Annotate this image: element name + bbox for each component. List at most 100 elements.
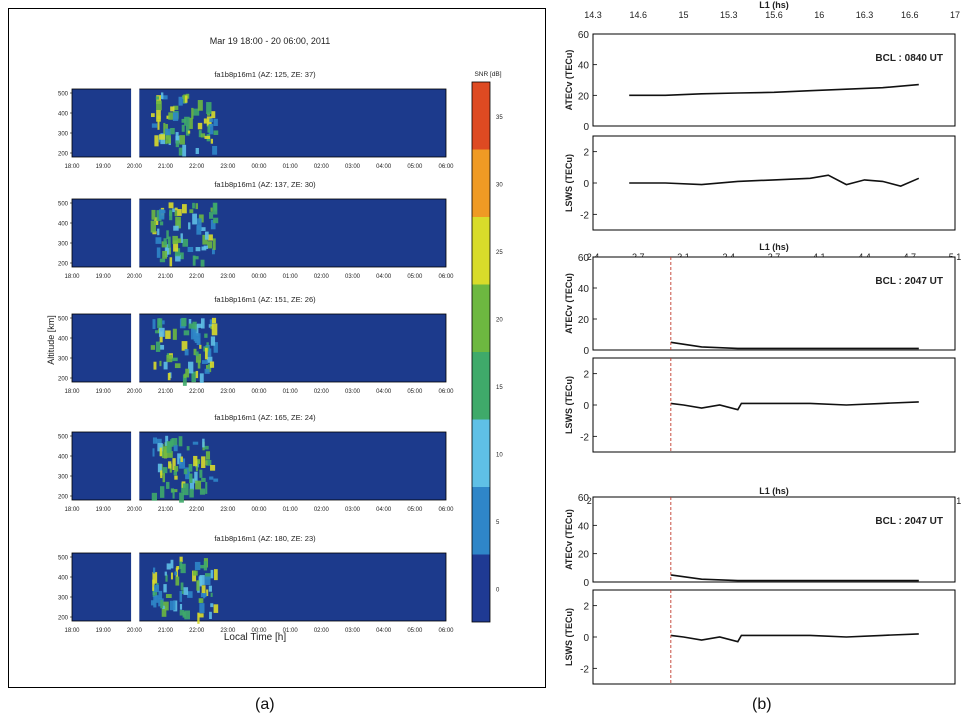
irregularity-patch (178, 147, 183, 156)
top-axis-tick-label: 15.3 (720, 10, 738, 20)
x-tick-label: 06:00 (438, 164, 454, 170)
irregularity-patch (159, 209, 165, 220)
y-tick-label: 20 (578, 91, 590, 102)
irregularity-patch (163, 361, 168, 370)
top-axis-tick-label: 14.6 (629, 10, 647, 20)
irregularity-patch (151, 209, 156, 220)
y-tick-label: 500 (58, 435, 69, 441)
irregularity-patch (157, 120, 160, 130)
irregularity-patch (199, 488, 206, 495)
irregularity-patch (159, 258, 166, 263)
irregularity-patch (168, 112, 174, 120)
x-tick-label: 20:00 (127, 164, 143, 170)
x-tick-label: 02:00 (314, 164, 330, 170)
y-tick-label: 40 (578, 61, 590, 72)
irregularity-patch (209, 118, 214, 123)
irregularity-patch (203, 561, 208, 571)
irregularity-patch (191, 107, 194, 119)
y-tick-label: 400 (58, 455, 69, 461)
irregularity-patch (162, 472, 166, 483)
irregularity-patch (155, 438, 162, 444)
y-tick-label: 300 (58, 357, 69, 363)
irregularity-patch (180, 456, 183, 463)
irregularity-patch (179, 492, 184, 503)
irregularity-patch (182, 238, 189, 247)
irregularity-patch (181, 590, 184, 595)
irregularity-patch (202, 234, 208, 245)
y-tick-label: 40 (578, 521, 590, 532)
irregularity-patch (174, 465, 179, 472)
x-tick-label: 04:00 (376, 628, 392, 634)
irregularity-patch (177, 238, 182, 243)
irregularity-patch (210, 138, 214, 144)
lower-series-line (629, 174, 920, 187)
colorbar-segment (472, 284, 490, 352)
station-label: BCL : 2047 UT (875, 276, 943, 287)
irregularity-patch (161, 606, 167, 617)
irregularity-patch (182, 144, 187, 157)
irregularity-patch (211, 111, 216, 119)
irregularity-patch (159, 486, 165, 498)
y-tick-label: 400 (58, 222, 69, 228)
irregularity-patch (210, 219, 216, 230)
data-gap (131, 552, 140, 622)
irregularity-patch (169, 257, 173, 267)
irregularity-patch (210, 592, 213, 597)
irregularity-patch (165, 435, 169, 446)
irregularity-patch (188, 319, 192, 325)
irregularity-patch (164, 571, 167, 576)
irregularity-patch (160, 470, 163, 479)
irregularity-patch (206, 364, 212, 373)
x-tick-label: 00:00 (251, 164, 267, 170)
colorbar-frame (471, 81, 491, 623)
irregularity-patch (166, 354, 173, 363)
irregularity-patch (211, 317, 217, 324)
irregularity-patch (173, 105, 179, 110)
x-tick-label: 02:00 (314, 628, 330, 634)
x-tick-label: 21:00 (158, 164, 174, 170)
irregularity-patch (167, 451, 173, 458)
data-gap (131, 198, 140, 268)
irregularity-patch (200, 592, 207, 598)
x-tick-label: 22:00 (189, 628, 205, 634)
irregularity-patch (157, 228, 160, 236)
irregularity-patch (174, 210, 178, 217)
irregularity-patch (189, 209, 194, 214)
irregularity-patch (192, 570, 198, 576)
upper-plot-frame (592, 496, 956, 583)
colorbar-tick-label: 5 (496, 520, 500, 526)
y-tick-label: 200 (58, 377, 69, 383)
irregularity-patch (166, 230, 169, 240)
irregularity-patch (204, 231, 209, 240)
irregularity-patch (213, 130, 219, 135)
y-tick-label: 60 (578, 253, 590, 264)
upper-y-axis-label: ATECv (TECu) (564, 273, 574, 334)
x-tick-label: 04:00 (376, 274, 392, 280)
lower-plot-frame (592, 357, 956, 453)
irregularity-patch (156, 210, 162, 221)
irregularity-patch (175, 216, 181, 229)
y-tick-label: -2 (580, 664, 589, 675)
x-tick-label: 20:00 (127, 628, 143, 634)
y-tick-label: 500 (58, 92, 69, 98)
x-tick-label: 18:00 (64, 389, 80, 395)
irregularity-patch (165, 128, 171, 136)
irregularity-patch (156, 110, 161, 122)
subplot-label: fa1b8p16m1 (AZ: 180, ZE: 23) (214, 534, 316, 543)
subplot-label: fa1b8p16m1 (AZ: 165, ZE: 24) (214, 413, 316, 422)
irregularity-patch (210, 336, 216, 346)
x-tick-label: 01:00 (283, 389, 299, 395)
x-tick-label: 00:00 (251, 389, 267, 395)
irregularity-patch (160, 210, 166, 214)
x-tick-label: 20:00 (127, 389, 143, 395)
irregularity-patch (155, 330, 160, 334)
irregularity-patch (201, 585, 206, 594)
irregularity-patch (176, 566, 180, 570)
irregularity-patch (213, 342, 218, 353)
irregularity-patch (192, 202, 195, 209)
irregularity-patch (170, 559, 174, 569)
irregularity-patch (171, 438, 178, 446)
irregularity-patch (182, 611, 186, 618)
irregularity-patch (197, 218, 202, 231)
